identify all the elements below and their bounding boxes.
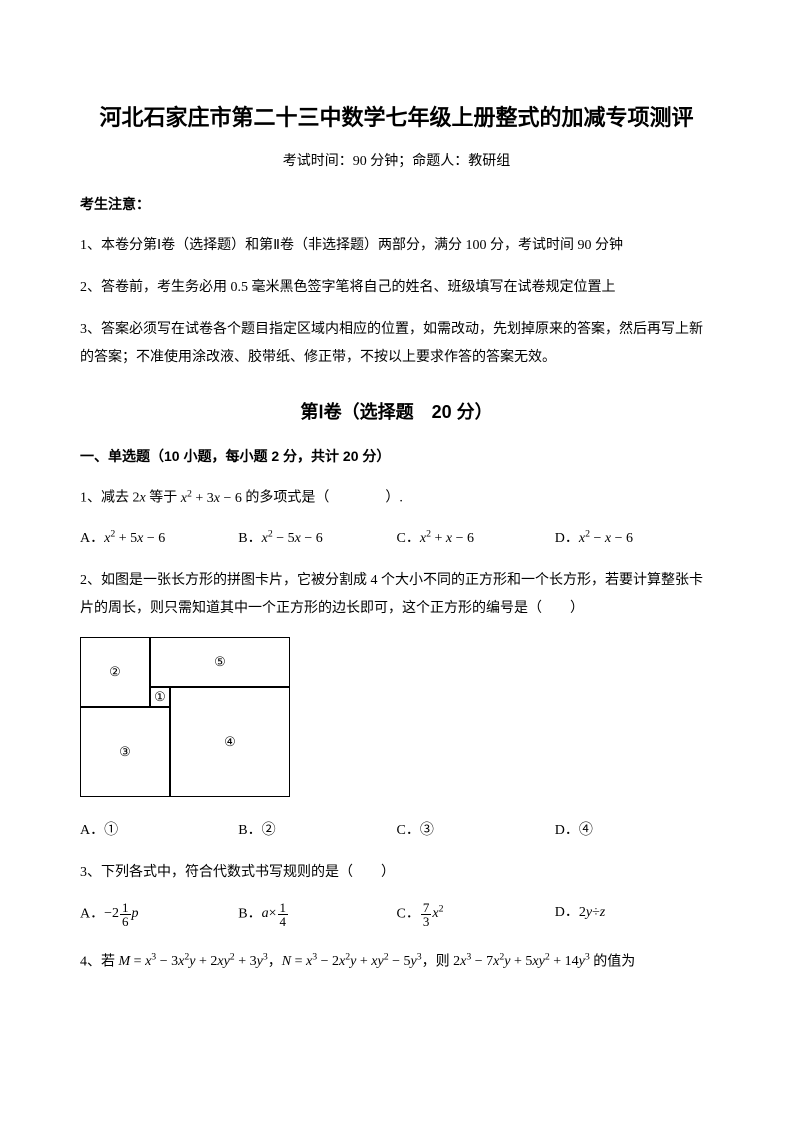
q2-figure: ② ⑤ ① ③ ④	[80, 637, 290, 797]
q1-prefix: 1、减去	[80, 491, 133, 506]
q4-target: 2x3 − 7x2y + 5xy2 + 14y3	[453, 954, 590, 969]
q4-suffix: 的值为	[590, 954, 636, 969]
section-1-subheading: 一、单选题（10 小题，每小题 2 分，共计 20 分）	[80, 446, 713, 466]
fig-square-3: ③	[80, 707, 170, 797]
notice-heading: 考生注意：	[80, 194, 713, 214]
question-4: 4、若 M = x3 − 3x2y + 2xy2 + 3y3，N = x3 − …	[80, 948, 713, 977]
q1-options: A．x2 + 5x − 6 B．x2 − 5x − 6 C．x2 + x − 6…	[80, 527, 713, 547]
q1-option-a: A．x2 + 5x − 6	[80, 527, 238, 547]
q1-suffix: 的多项式是（ ）.	[242, 491, 403, 506]
q1-mid: 等于	[146, 491, 181, 506]
q3-option-c: C．73x2	[397, 901, 555, 928]
notice-item-3: 3、答案必须写在试卷各个题目指定区域内相应的位置，如需改动，先划掉原来的答案，然…	[80, 316, 713, 372]
fig-square-1: ①	[150, 687, 170, 707]
q3-option-b: B．a×14	[238, 901, 396, 928]
q2-option-b: B．②	[238, 819, 396, 839]
q2-option-a: A．①	[80, 819, 238, 839]
fig-square-4: ④	[170, 687, 290, 797]
q4-prefix: 4、若	[80, 954, 119, 969]
q3-option-a: A．−216p	[80, 901, 238, 928]
notice-item-2: 2、答卷前，考生务必用 0.5 毫米黑色签字笔将自己的姓名、班级填写在试卷规定位…	[80, 274, 713, 302]
q3-option-d: D．2y÷z	[555, 901, 713, 928]
q4-N: N = x3 − 2x2y + xy2 − 5y3	[282, 954, 422, 969]
fig-square-2: ②	[80, 637, 150, 707]
q4-mid2: ，则	[422, 954, 454, 969]
page-title: 河北石家庄市第二十三中数学七年级上册整式的加减专项测评	[80, 100, 713, 132]
notice-item-1: 1、本卷分第Ⅰ卷（选择题）和第Ⅱ卷（非选择题）两部分，满分 100 分，考试时间…	[80, 232, 713, 260]
question-3: 3、下列各式中，符合代数式书写规则的是（ ）	[80, 859, 713, 887]
q1-option-b: B．x2 − 5x − 6	[238, 527, 396, 547]
q4-mid1: ，	[268, 954, 282, 969]
q2-option-d: D．④	[555, 819, 713, 839]
page-subtitle: 考试时间：90 分钟；命题人：教研组	[80, 150, 713, 170]
section-1-heading: 第Ⅰ卷（选择题 20 分）	[80, 398, 713, 424]
q2-option-c: C．③	[397, 819, 555, 839]
q2-options: A．① B．② C．③ D．④	[80, 819, 713, 839]
q1-expr-2: x2 + 3x − 6	[181, 491, 242, 506]
q1-option-c: C．x2 + x − 6	[397, 527, 555, 547]
exam-page: 河北石家庄市第二十三中数学七年级上册整式的加减专项测评 考试时间：90 分钟；命…	[0, 0, 793, 1122]
q3-options: A．−216p B．a×14 C．73x2 D．2y÷z	[80, 901, 713, 928]
q1-expr-1: 2x	[133, 491, 146, 506]
q4-M: M = x3 − 3x2y + 2xy2 + 3y3	[119, 954, 268, 969]
q1-option-d: D．x2 − x − 6	[555, 527, 713, 547]
question-1: 1、减去 2x 等于 x2 + 3x − 6 的多项式是（ ）.	[80, 484, 713, 513]
question-2: 2、如图是一张长方形的拼图卡片，它被分割成 4 个大小不同的正方形和一个长方形，…	[80, 567, 713, 623]
fig-rect-5: ⑤	[150, 637, 290, 687]
